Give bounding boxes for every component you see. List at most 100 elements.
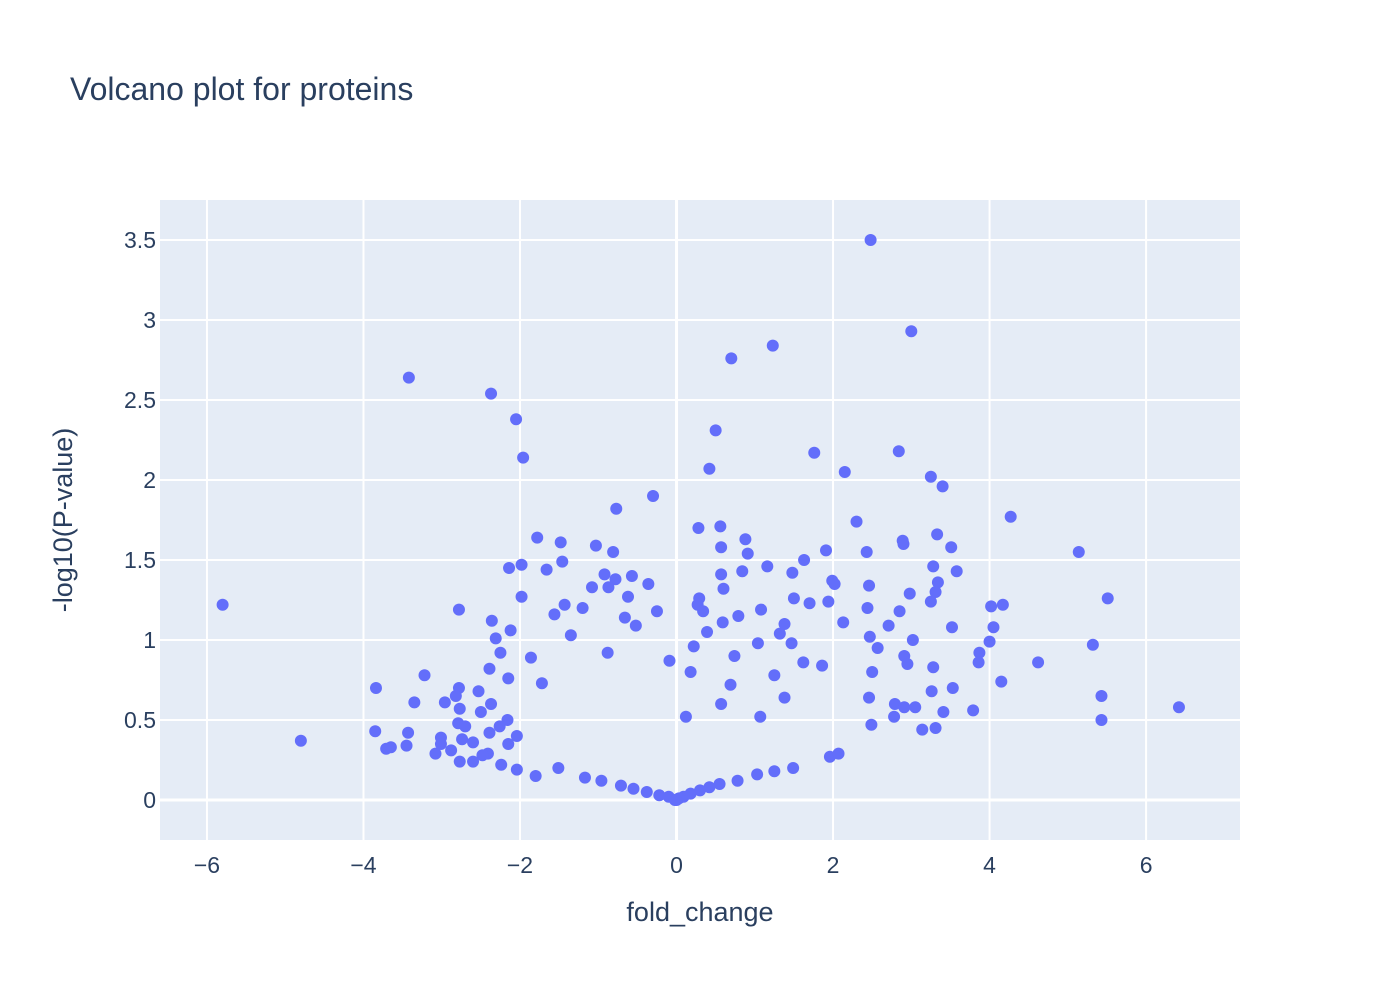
scatter-point <box>995 675 1008 688</box>
scatter-point <box>987 621 1000 634</box>
x-axis-title: fold_change <box>626 897 773 927</box>
scatter-point <box>384 741 397 754</box>
scatter-point <box>453 702 466 715</box>
scatter-point <box>485 387 498 400</box>
scatter-point <box>924 595 937 608</box>
scatter-point <box>614 779 627 792</box>
scatter-point <box>453 755 466 768</box>
scatter-point <box>554 536 567 549</box>
scatter-point <box>552 762 565 774</box>
scatter-point <box>893 605 906 618</box>
scatter-point <box>503 562 516 574</box>
scatter-point <box>754 710 767 723</box>
scatter-point <box>787 762 800 774</box>
scatter-point <box>768 669 781 682</box>
scatter-point <box>936 480 949 493</box>
scatter-point <box>622 590 634 603</box>
scatter-point <box>502 738 515 750</box>
scatter-point <box>456 733 469 746</box>
chart-title: Volcano plot for proteins <box>70 71 413 107</box>
scatter-point <box>808 446 821 459</box>
scatter-point <box>556 555 569 568</box>
scatter-point <box>732 610 745 622</box>
scatter-point <box>502 672 515 685</box>
scatter-point <box>663 654 676 667</box>
scatter-point <box>476 749 489 762</box>
scatter-point <box>863 630 876 643</box>
scatter-point <box>1095 714 1108 726</box>
scatter-point <box>647 490 660 502</box>
scatter-point <box>725 352 738 365</box>
y-axis-title: -log10(P-value) <box>48 428 78 613</box>
scatter-point <box>564 629 577 642</box>
scatter-point <box>684 666 697 678</box>
scatter-point <box>716 616 729 629</box>
scatter-point <box>517 451 530 464</box>
scatter-point <box>535 677 548 690</box>
scatter-point <box>778 691 791 704</box>
scatter-point <box>449 690 462 702</box>
scatter-point <box>931 528 944 541</box>
scatter-point <box>882 619 895 632</box>
scatter-point <box>950 565 963 578</box>
y-tick-label: 0.5 <box>124 707 156 733</box>
scatter-point <box>625 570 638 582</box>
scatter-point <box>973 646 986 659</box>
scatter-point <box>929 586 942 598</box>
scatter-point <box>687 640 700 653</box>
scatter-point <box>504 624 517 637</box>
scatter-point <box>598 568 611 581</box>
scatter-point <box>400 739 413 752</box>
scatter-point <box>709 424 722 437</box>
x-tick-label: 0 <box>670 852 683 878</box>
scatter-point <box>1032 656 1045 669</box>
scatter-point <box>216 598 229 611</box>
scatter-point <box>864 234 877 246</box>
scatter-point <box>755 603 768 616</box>
scatter-point <box>861 602 874 614</box>
scatter-point <box>751 768 764 781</box>
y-tick-label: 3 <box>143 307 156 333</box>
scatter-point <box>724 678 737 691</box>
scatter-point <box>510 730 523 742</box>
scatter-point <box>906 634 919 646</box>
y-tick-label: 1 <box>143 627 156 653</box>
scatter-point <box>761 560 774 573</box>
x-tick-label: −4 <box>350 852 376 878</box>
scatter-point <box>607 546 620 558</box>
scatter-point <box>996 598 1009 611</box>
scatter-point <box>485 614 498 627</box>
scatter-point <box>703 781 716 794</box>
scatter-point <box>927 560 940 573</box>
y-tick-label: 3.5 <box>124 227 156 253</box>
scatter-point <box>434 738 447 750</box>
scatter-point <box>778 618 791 630</box>
scatter-point <box>670 794 683 806</box>
scatter-point <box>697 605 710 618</box>
scatter-point <box>493 720 506 733</box>
scatter-point <box>714 520 727 533</box>
scatter-point <box>898 701 911 714</box>
scatter-point <box>901 658 914 670</box>
scatter-point <box>946 682 959 694</box>
scatter-point <box>578 771 591 784</box>
scatter-point <box>927 661 940 674</box>
scatter-point <box>692 522 705 534</box>
scatter-point <box>701 626 714 638</box>
scatter-point <box>787 592 800 605</box>
scatter-point <box>627 782 640 795</box>
tick-labels: −6 −4 −2 0 2 4 6 0 0.5 1 1.5 2 2.5 3 3.5 <box>124 227 1152 878</box>
scatter-point <box>1004 510 1017 523</box>
scatter-point <box>618 611 631 624</box>
scatter-point <box>892 445 905 458</box>
scatter-point <box>467 736 480 749</box>
scatter-point <box>429 747 442 760</box>
scatter-point <box>294 734 307 747</box>
scatter-point <box>610 502 623 515</box>
scatter-point <box>751 637 764 650</box>
scatter-point <box>589 539 602 552</box>
scatter-point <box>445 744 458 757</box>
scatter-point <box>972 656 985 669</box>
grid-lines <box>160 200 1240 840</box>
